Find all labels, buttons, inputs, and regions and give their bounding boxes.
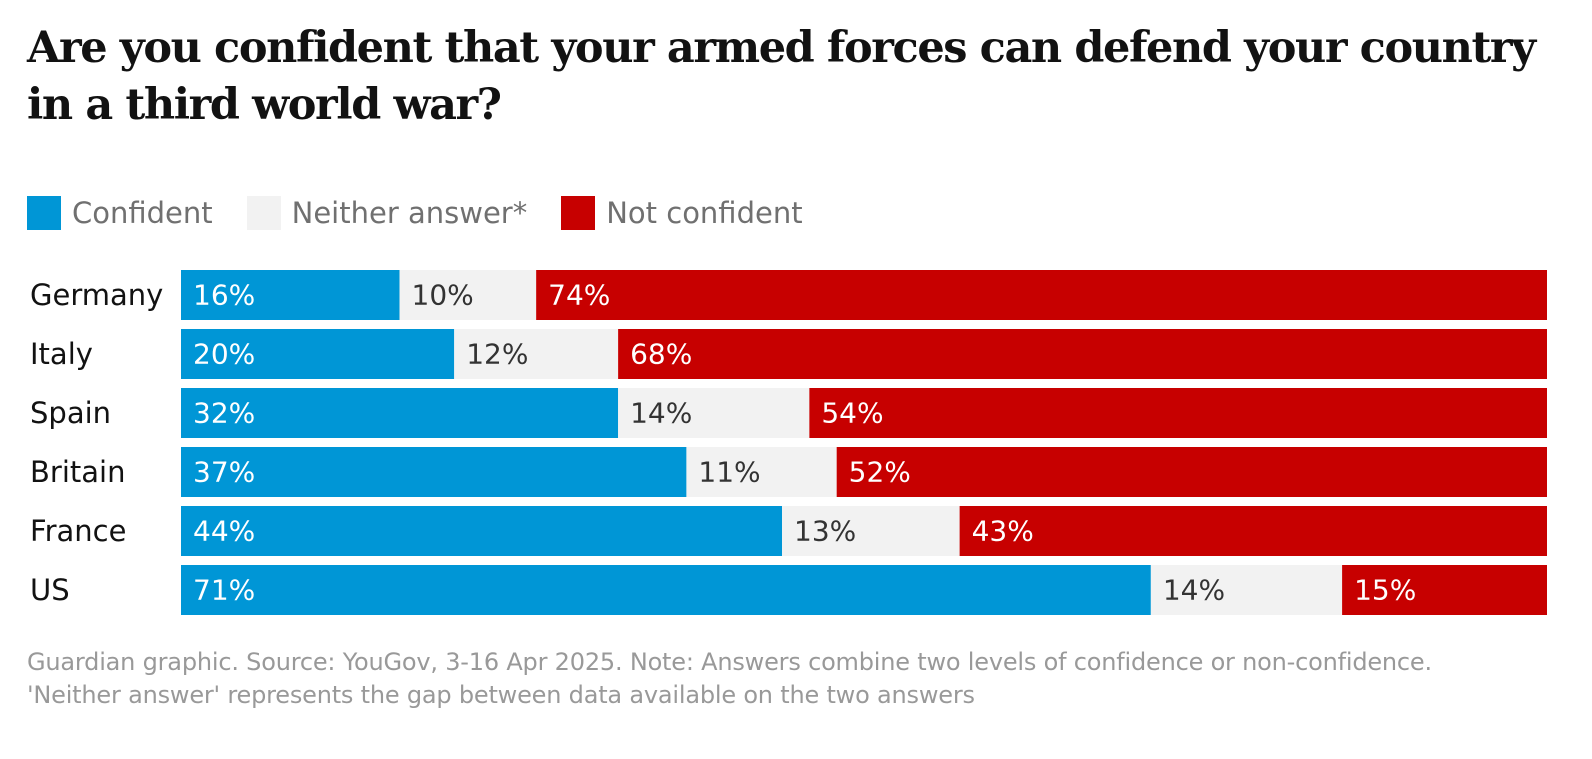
value-label-spain-neither-answer: 14% xyxy=(630,397,692,430)
bar-france-not-confident xyxy=(959,506,1547,556)
legend-label-neither: Neither answer* xyxy=(291,196,528,230)
bar-germany-confident xyxy=(181,270,400,320)
value-label-britain-not-confident: 52% xyxy=(849,456,911,489)
legend-label-not-confident: Not confident xyxy=(606,196,803,230)
value-label-germany-neither-answer: 10% xyxy=(412,279,474,312)
bar-us-confident xyxy=(181,565,1151,615)
bar-britain-confident xyxy=(181,447,687,497)
value-label-britain-confident: 37% xyxy=(193,456,255,489)
bar-spain-confident xyxy=(181,388,619,438)
legend: Confident Neither answer* Not confident xyxy=(27,193,837,233)
chart-title: Are you confident that your armed forces… xyxy=(27,23,1536,130)
bar-us-not-confident xyxy=(1342,565,1547,615)
bar-italy-not-confident xyxy=(618,329,1547,379)
legend-label-confident: Confident xyxy=(72,196,213,230)
legend-swatch-neither xyxy=(246,196,281,230)
bar-britain-not-confident xyxy=(836,447,1547,497)
bar-italy-neither-answer xyxy=(454,329,619,379)
value-label-italy-confident: 20% xyxy=(193,338,255,371)
category-label-germany: Germany xyxy=(30,278,163,312)
value-label-britain-neither-answer: 11% xyxy=(698,456,760,489)
bar-us-neither-answer xyxy=(1150,565,1343,615)
bar-germany-neither-answer xyxy=(399,270,537,320)
value-label-germany-not-confident: 74% xyxy=(548,279,610,312)
value-label-italy-neither-answer: 12% xyxy=(466,338,528,371)
value-label-spain-not-confident: 54% xyxy=(821,397,883,430)
bar-spain-not-confident xyxy=(809,388,1547,438)
value-label-germany-confident: 16% xyxy=(193,279,255,312)
value-label-france-neither-answer: 13% xyxy=(794,515,856,548)
value-label-us-neither-answer: 14% xyxy=(1163,574,1225,607)
source-footnote: Guardian graphic. Source: YouGov, 3-16 A… xyxy=(27,648,1432,709)
bar-germany-not-confident xyxy=(536,270,1547,320)
legend-swatch-not-confident xyxy=(561,196,596,230)
legend-item-confident: Confident xyxy=(27,196,213,230)
category-label-us: US xyxy=(30,573,70,607)
category-label-france: France xyxy=(30,514,126,548)
legend-item-neither: Neither answer* xyxy=(246,196,528,230)
value-label-us-confident: 71% xyxy=(193,574,255,607)
legend-item-not-confident: Not confident xyxy=(561,196,803,230)
value-label-us-not-confident: 15% xyxy=(1354,574,1416,607)
bar-france-neither-answer xyxy=(782,506,960,556)
bar-spain-neither-answer xyxy=(618,388,810,438)
bar-france-confident xyxy=(181,506,783,556)
value-label-france-not-confident: 43% xyxy=(972,515,1034,548)
bar-italy-confident xyxy=(181,329,455,379)
category-label-italy: Italy xyxy=(30,337,93,371)
category-label-spain: Spain xyxy=(30,396,111,430)
value-label-spain-confident: 32% xyxy=(193,397,255,430)
bar-britain-neither-answer xyxy=(686,447,837,497)
legend-swatch-confident xyxy=(27,196,61,230)
value-label-france-confident: 44% xyxy=(193,515,255,548)
stacked-bar-chart: Germany 16% 10% 74% Italy 20% 12% 68% Spain 32% 14… xyxy=(30,270,1547,615)
category-label-britain: Britain xyxy=(30,455,125,489)
value-label-italy-not-confident: 68% xyxy=(630,338,692,371)
